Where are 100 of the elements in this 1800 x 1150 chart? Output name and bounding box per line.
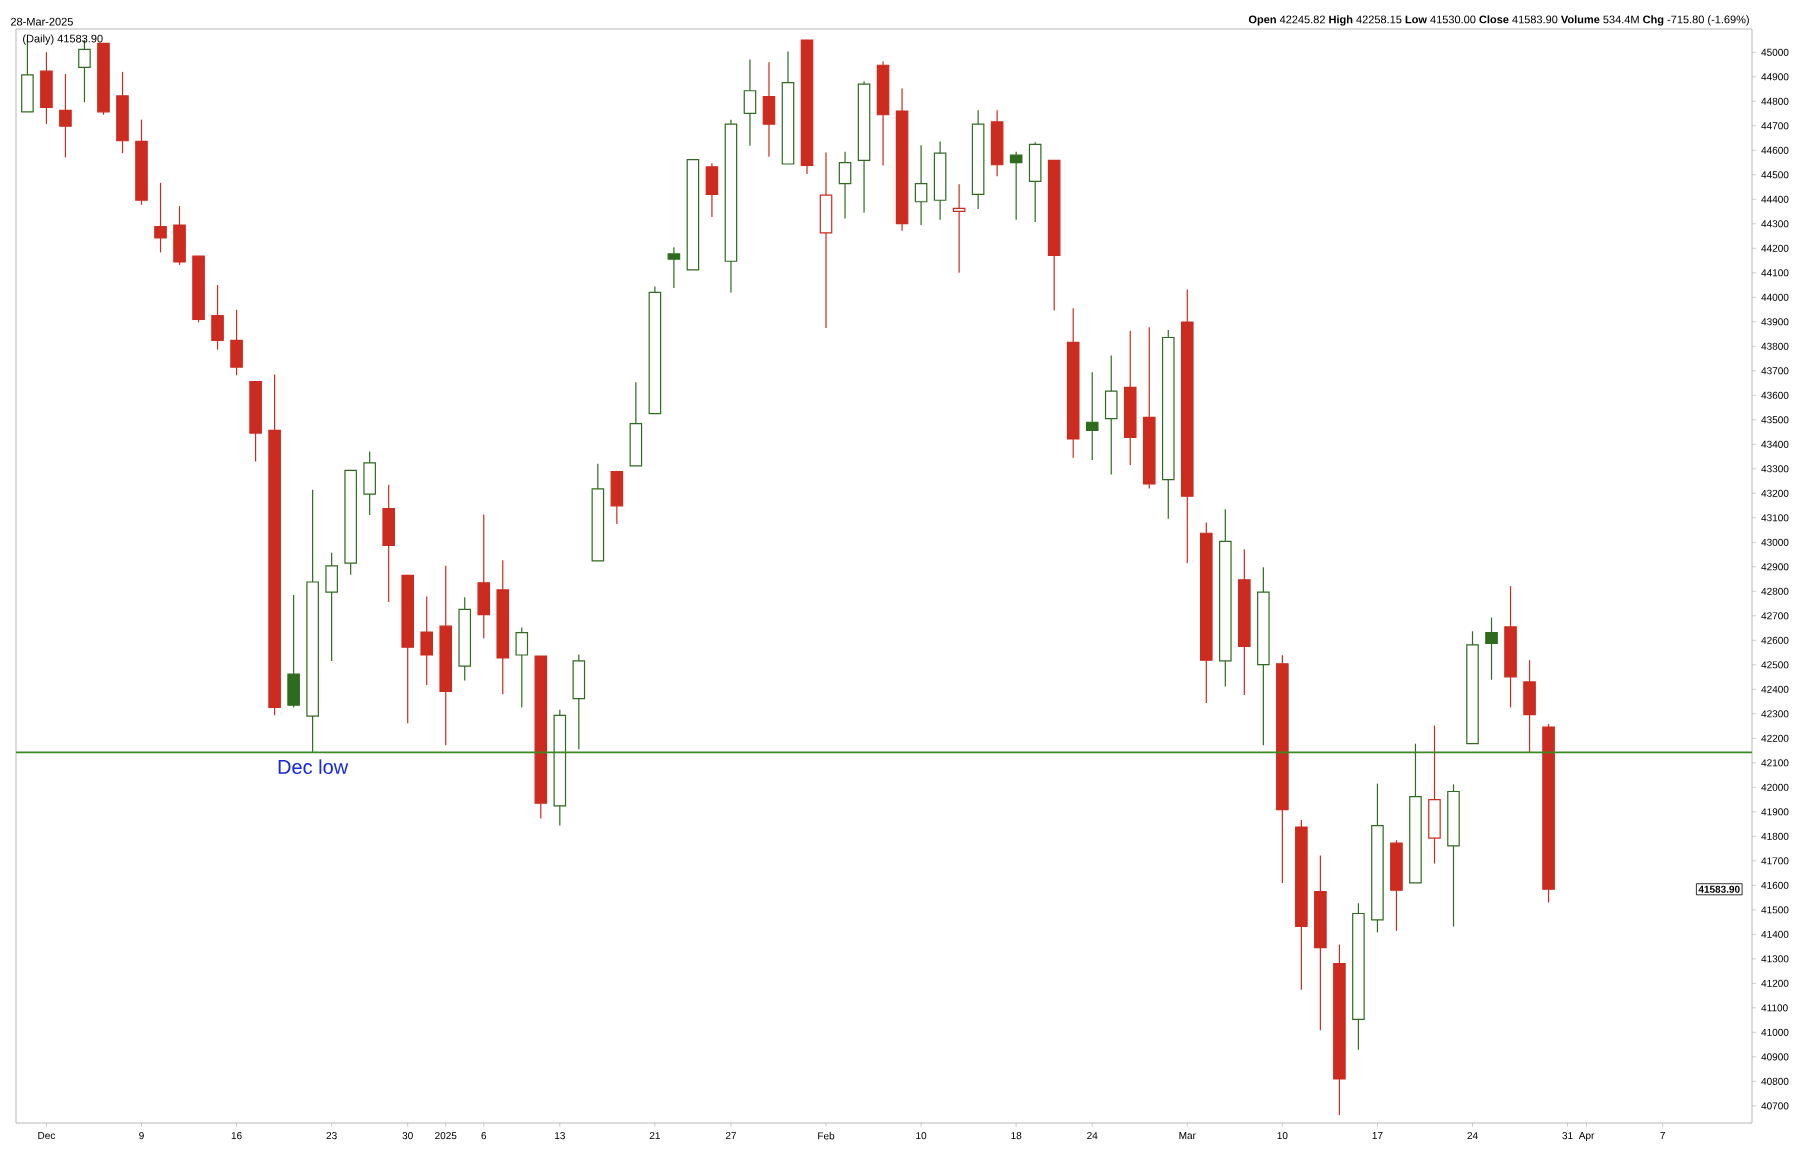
candlestick [1238, 548, 1251, 696]
y-tick-label: 41300 [1761, 955, 1789, 963]
y-tick-label: 42600 [1761, 636, 1789, 644]
x-tick-label: 10 [916, 1132, 927, 1140]
candlestick [914, 144, 928, 226]
x-tick-label: Dec [38, 1132, 56, 1140]
y-tick-label: 44000 [1761, 293, 1789, 301]
y-tick-label: 42900 [1761, 563, 1789, 571]
y-tick-label: 41000 [1761, 1028, 1789, 1036]
y-tick-label: 43500 [1761, 416, 1789, 424]
x-tick-label: 30 [402, 1132, 413, 1140]
y-tick-label: 43600 [1761, 391, 1789, 399]
y-tick-label: 42700 [1761, 612, 1789, 620]
candlestick [1104, 355, 1118, 476]
y-tick-label: 40800 [1761, 1077, 1789, 1085]
y-tick-label: 41800 [1761, 832, 1789, 840]
y-tick-label: 41700 [1761, 857, 1789, 865]
candlestick [382, 484, 395, 603]
candlestick [990, 109, 1004, 177]
y-tick-label: 43000 [1761, 538, 1789, 546]
chart-subtitle: 28-Mar-2025 [10, 17, 73, 26]
y-tick-label: 42800 [1761, 587, 1789, 595]
candlestick [933, 140, 947, 221]
y-tick-label: 43100 [1761, 514, 1789, 522]
x-tick-label: 16 [231, 1132, 242, 1140]
candlestick [743, 59, 757, 147]
candlestick [724, 119, 738, 293]
candlestick [1523, 659, 1536, 753]
y-tick-label: 44500 [1761, 171, 1789, 179]
y-tick-label: 44400 [1761, 195, 1789, 203]
candlestick [477, 513, 491, 639]
x-tick-label: 23 [326, 1132, 337, 1140]
y-tick-label: 42000 [1761, 783, 1789, 791]
y-tick-label: 42300 [1761, 710, 1789, 718]
y-tick-label: 44200 [1761, 244, 1789, 252]
candlestick [819, 151, 833, 329]
candlestick [1504, 585, 1517, 709]
x-tick-label: Mar [1179, 1132, 1196, 1140]
y-tick-label: 40900 [1761, 1053, 1789, 1061]
candlestick [762, 61, 776, 158]
candlestick [876, 60, 890, 167]
candlestick [952, 183, 966, 274]
x-tick-label: 7 [1660, 1132, 1665, 1139]
y-tick-label: 41400 [1761, 930, 1789, 938]
x-tick-label: 24 [1467, 1132, 1478, 1140]
y-tick-label: 44700 [1761, 122, 1789, 130]
x-tick-label: 13 [555, 1132, 565, 1140]
candlestick [420, 595, 434, 686]
text: Open 42245.82 High 42258.15 Low 41530.00 Close 41583.90 Volume 534.4M Chg -715.80 (-1.69%) [1248, 15, 1749, 26]
x-tick-label: Apr [1578, 1132, 1595, 1142]
candlestick [971, 109, 985, 210]
candlestick [857, 80, 871, 214]
x-tick-label: 27 [725, 1132, 736, 1140]
candlestick [306, 489, 319, 753]
y-tick-label: 42400 [1761, 685, 1789, 693]
candlestick [1085, 371, 1099, 461]
x-tick-label: 17 [1372, 1132, 1383, 1139]
candlestick [667, 246, 681, 289]
y-tick-label: 41900 [1761, 808, 1789, 816]
candlestick [59, 73, 72, 158]
ref-line-label: Dec low [278, 759, 349, 775]
candlestick [1257, 566, 1270, 746]
y-tick-label: 44100 [1761, 269, 1789, 277]
y-tick-label: 42500 [1761, 661, 1789, 669]
y-tick-label: 43400 [1761, 440, 1789, 448]
candlestick [1428, 724, 1441, 865]
y-tick-label: 41100 [1761, 1004, 1788, 1012]
y-tick-label: 43700 [1761, 367, 1789, 375]
x-tick-label: Feb [818, 1132, 835, 1140]
candlestick [439, 565, 453, 746]
y-tick-label: 42200 [1761, 734, 1789, 742]
y-tick-label: 41500 [1761, 906, 1789, 914]
candlestick [1314, 854, 1327, 1031]
y-tick-label: 43900 [1761, 318, 1789, 326]
x-tick-label: 21 [649, 1132, 660, 1140]
candlestick [1066, 307, 1080, 459]
y-tick-label: 40700 [1761, 1102, 1789, 1110]
x-tick-label: 24 [1087, 1132, 1098, 1140]
candlestick [895, 87, 909, 232]
annotation: (Daily) 41583.90 [23, 34, 103, 45]
x-tick-label: 10 [1277, 1132, 1288, 1140]
candlestick [1333, 944, 1346, 1116]
candlestick [1180, 288, 1194, 564]
candlestick [496, 559, 510, 695]
candlestick [1123, 330, 1137, 466]
y-tick-label: 43800 [1761, 342, 1789, 350]
y-tick-label: 41600 [1761, 881, 1789, 889]
x-tick-label: 31 [1562, 1132, 1573, 1140]
x-tick-label: 2025 [435, 1132, 457, 1140]
candlestick [838, 151, 852, 219]
annotation: 41583.90 [1698, 885, 1740, 893]
y-tick-label: 41200 [1761, 979, 1789, 987]
y-tick-label: 43300 [1761, 465, 1789, 473]
y-tick-label: 44900 [1761, 73, 1789, 81]
candlestick [705, 162, 719, 218]
x-tick-label: 6 [481, 1132, 487, 1140]
y-tick-label: 44300 [1761, 220, 1789, 228]
y-tick-label: 43200 [1761, 489, 1789, 497]
candlestick [1219, 508, 1232, 687]
y-tick-label: 42100 [1761, 759, 1789, 767]
